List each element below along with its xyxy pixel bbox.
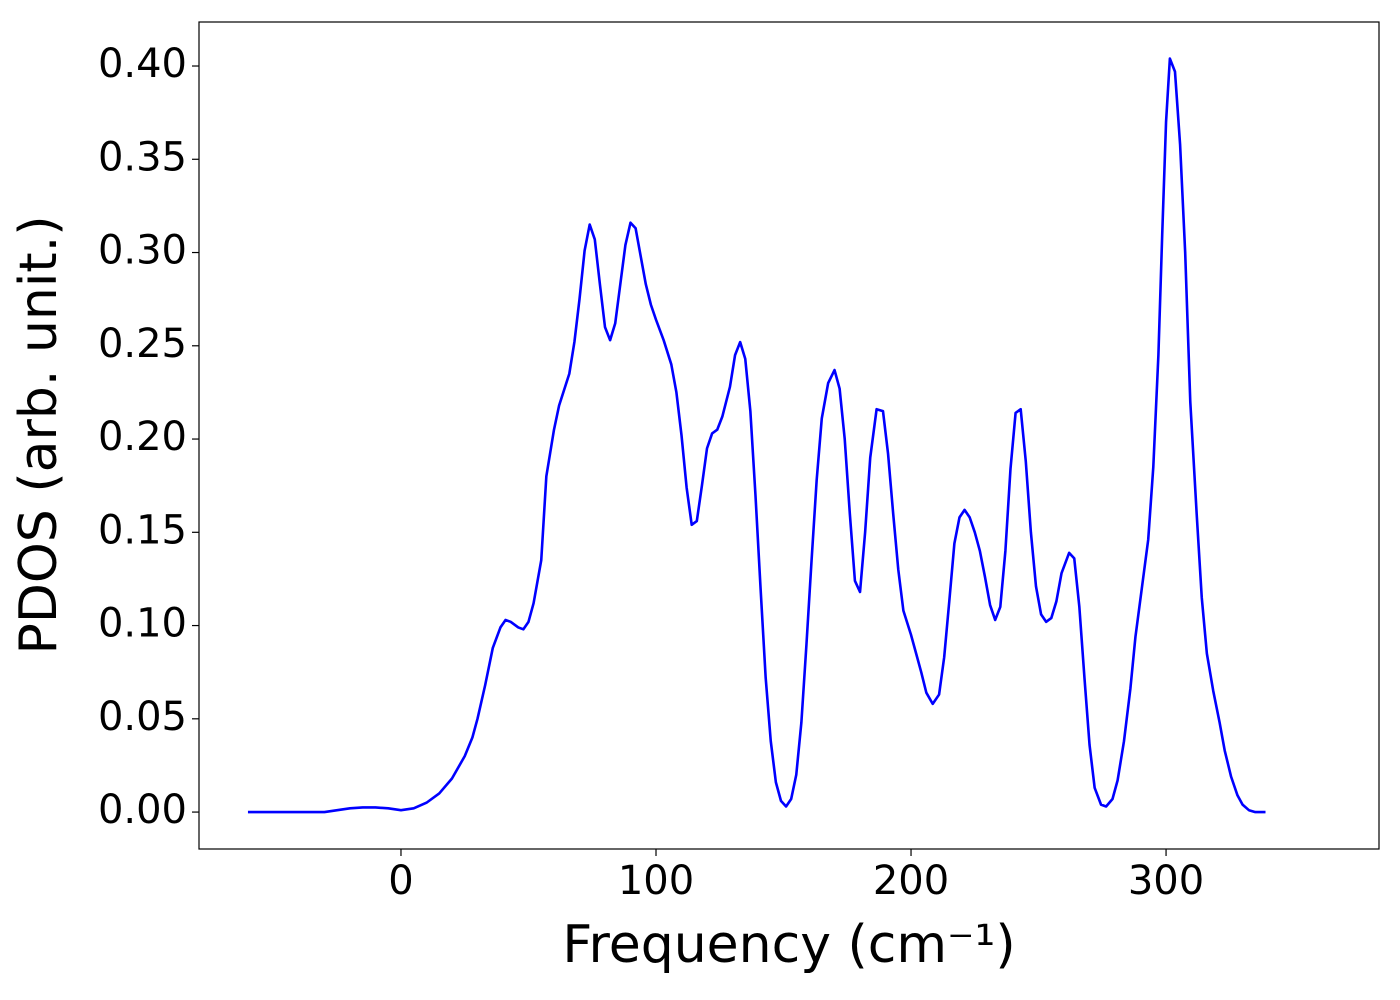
data-line bbox=[247, 57, 1266, 814]
x-tick-label: 100 bbox=[618, 858, 694, 904]
y-tick-label: 0.00 bbox=[98, 787, 187, 833]
y-tick-label: 0.35 bbox=[98, 134, 187, 180]
y-axis-label: PDOS (arb. unit.) bbox=[9, 215, 69, 654]
y-tick-label: 0.30 bbox=[98, 228, 187, 274]
x-tick-label: 300 bbox=[1128, 858, 1204, 904]
y-tick-label: 0.10 bbox=[98, 601, 187, 647]
plot-frame bbox=[198, 21, 1380, 850]
y-tick-label: 0.20 bbox=[98, 414, 187, 460]
x-tick-label: 200 bbox=[873, 858, 949, 904]
y-tick-label: 0.05 bbox=[98, 694, 187, 740]
y-tick-label: 0.40 bbox=[98, 41, 187, 87]
y-tick-label: 0.25 bbox=[98, 321, 187, 367]
y-tick-label: 0.15 bbox=[98, 507, 187, 553]
x-axis-label: Frequency (cm⁻¹) bbox=[562, 915, 1015, 975]
x-tick-label: 0 bbox=[388, 858, 413, 904]
